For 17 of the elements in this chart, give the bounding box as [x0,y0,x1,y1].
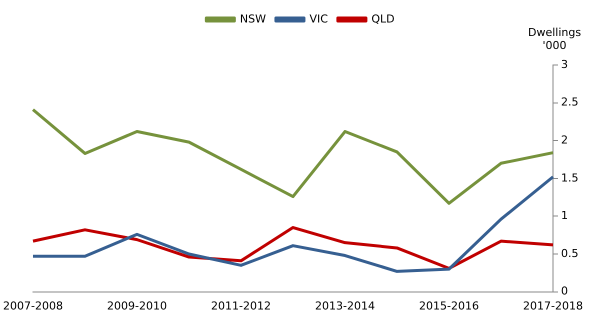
x-tick-label: 2011-2012 [211,299,271,312]
y-axis-title: Dwellings '000 [528,26,582,52]
x-tick-label: 2015-2016 [419,299,479,312]
x-tick-label: 2013-2014 [315,299,375,312]
y-tick-label: 2 [561,133,568,146]
x-tick-label: 2017-2018 [523,299,583,312]
legend-label: VIC [309,12,328,26]
x-tick-label: 2007-2008 [2,299,63,312]
y-tick-label: 2.5 [561,96,578,109]
legend-label: NSW [240,12,266,26]
x-tick-label: 2009-2010 [107,299,167,312]
y-tick-label: 3 [561,58,568,71]
y-tick-label: 1.5 [561,171,578,184]
y-tick-label: 0 [561,284,568,298]
legend-label: QLD [371,12,395,26]
y-tick-label: 0.5 [561,246,578,260]
y-tick-label: 1 [561,209,568,222]
